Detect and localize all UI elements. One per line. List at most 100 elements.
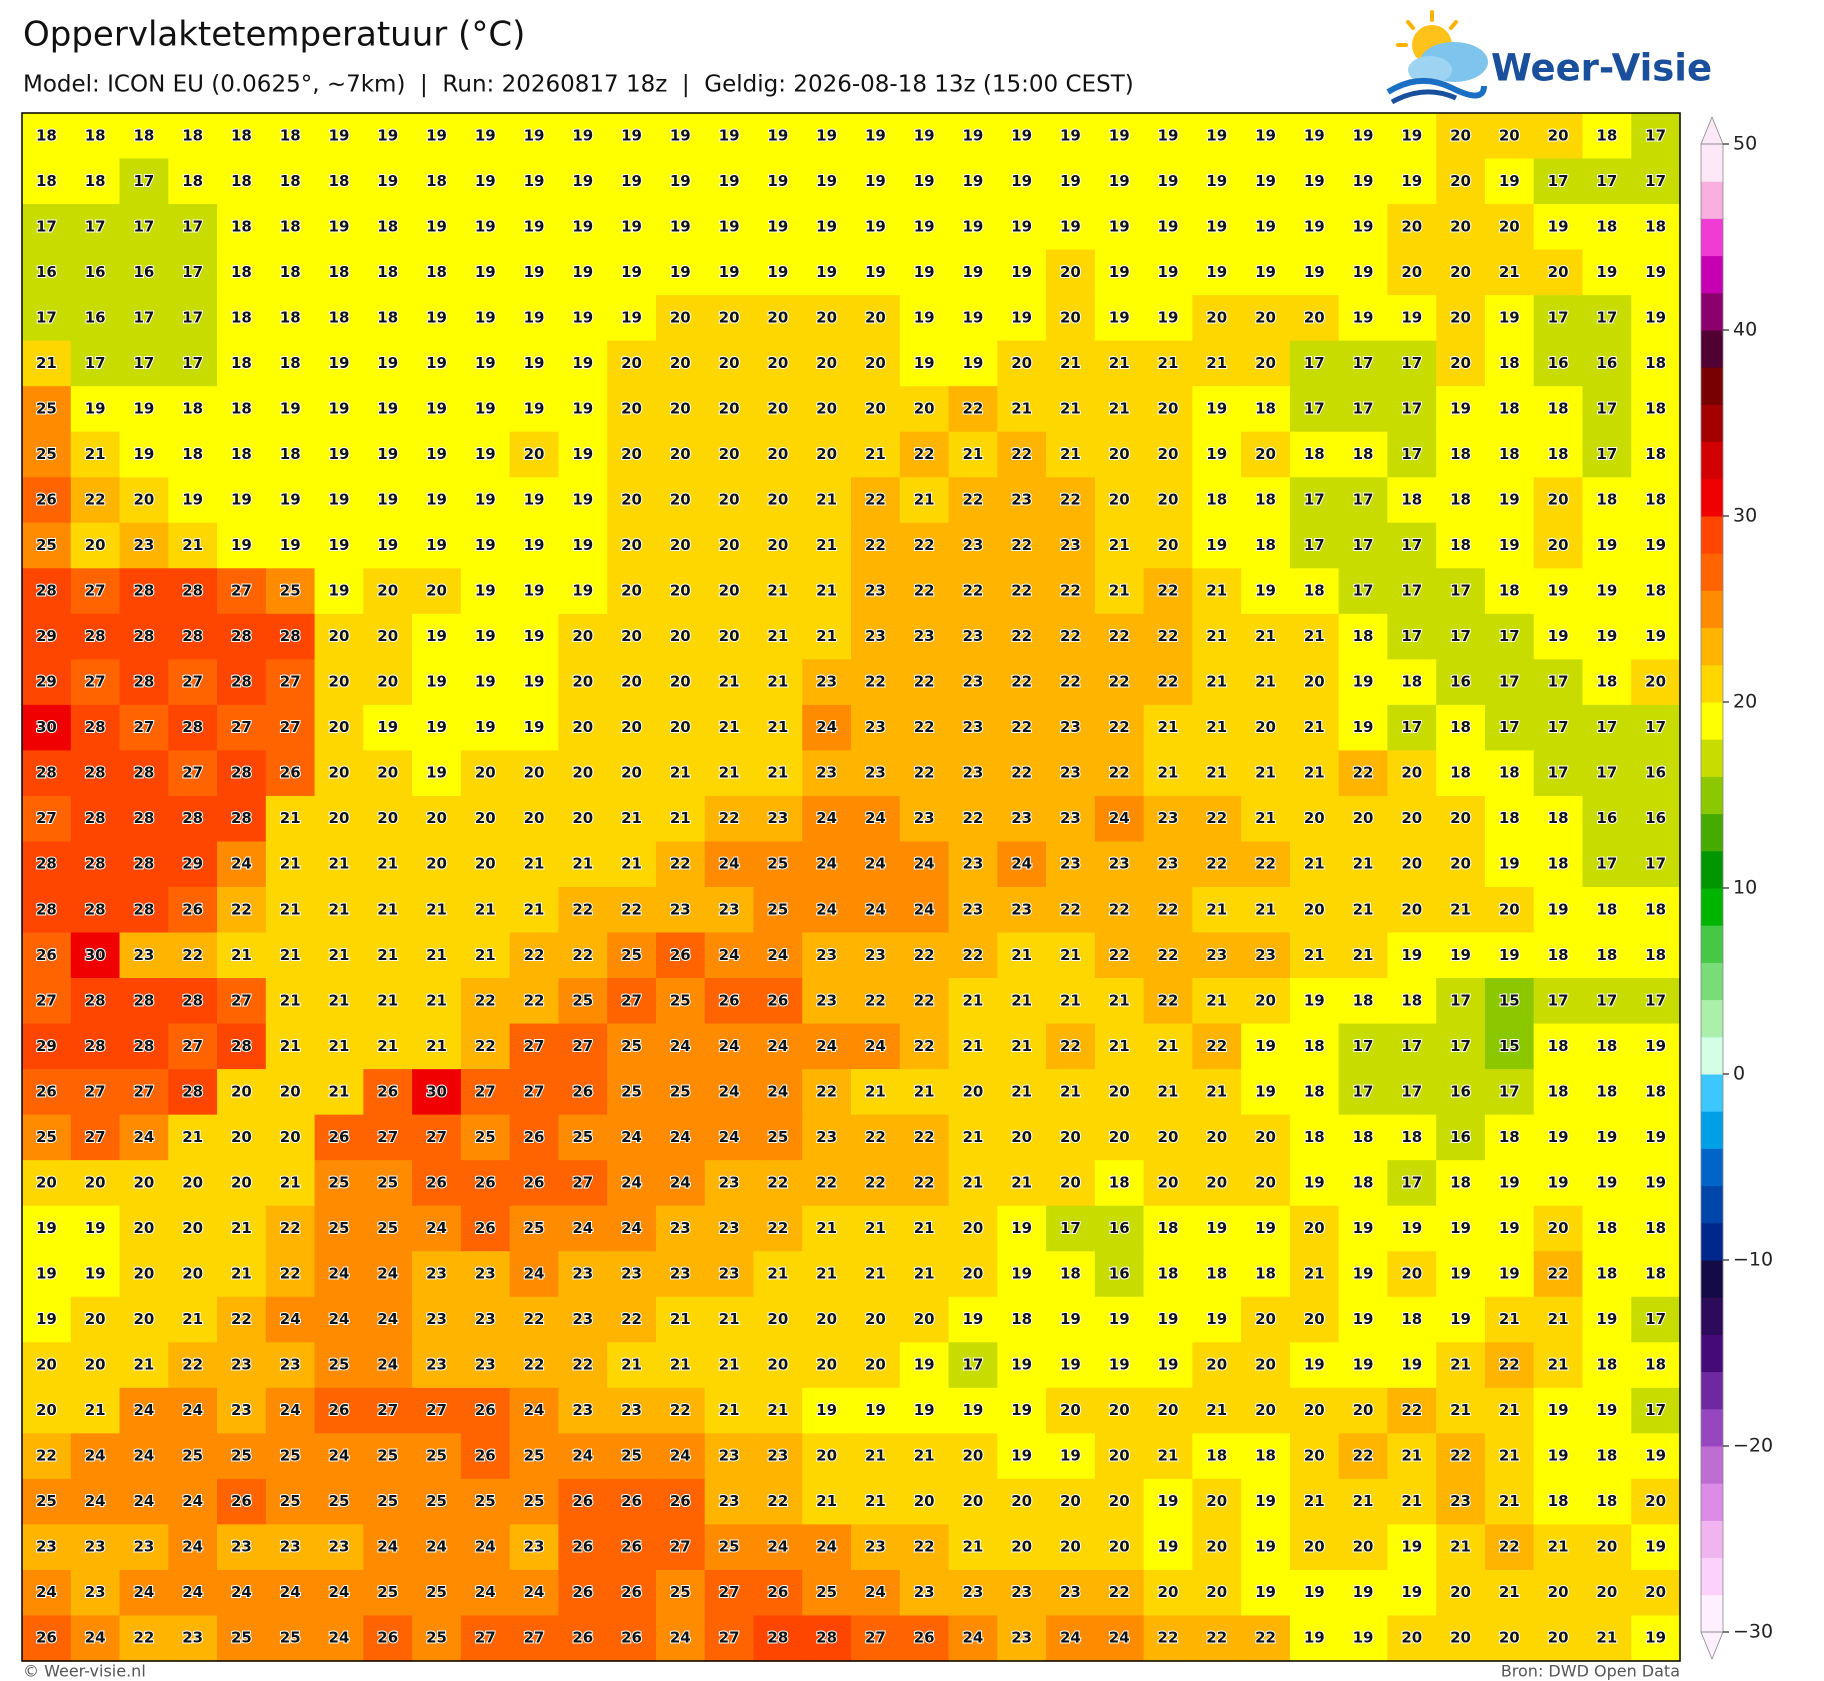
- temperature-cell: [607, 1205, 657, 1252]
- temperature-label: 21: [377, 946, 398, 964]
- temperature-label: 19: [1645, 1173, 1666, 1191]
- temperature-cell: [1631, 1114, 1681, 1161]
- temperature-cell: [1533, 1478, 1584, 1526]
- colorbar-segment: [1701, 1222, 1723, 1261]
- temperature-label: 19: [1158, 1492, 1179, 1510]
- temperature-cell: [314, 932, 364, 979]
- temperature-cell: [217, 887, 267, 934]
- temperature-cell: [1094, 386, 1145, 433]
- temperature-cell: [22, 295, 72, 342]
- temperature-label: 22: [914, 536, 935, 554]
- temperature-cell: [509, 1524, 560, 1571]
- temperature-cell: [1533, 295, 1584, 342]
- temperature-label: 21: [426, 946, 447, 964]
- temperature-cell: [1631, 1251, 1681, 1298]
- temperature-cell: [265, 1296, 316, 1343]
- temperature-label: 24: [816, 855, 837, 873]
- temperature-label: 20: [1450, 1629, 1471, 1647]
- temperature-label: 21: [1304, 946, 1325, 964]
- temperature-cell: [265, 887, 316, 934]
- temperature-label: 20: [719, 582, 740, 600]
- temperature-label: 19: [1645, 1447, 1666, 1465]
- temperature-label: 22: [1158, 991, 1179, 1009]
- temperature-cell: [363, 1342, 413, 1389]
- temperature-cell: [22, 386, 72, 433]
- temperature-cell: [802, 1114, 852, 1161]
- temperature-label: 25: [621, 1447, 642, 1465]
- temperature-cell: [1143, 613, 1193, 660]
- temperature-label: 19: [524, 172, 545, 190]
- temperature-cell: [899, 340, 950, 387]
- temperature-cell: [1289, 659, 1340, 706]
- temperature-label: 21: [1353, 946, 1374, 964]
- temperature-label: 18: [377, 217, 398, 235]
- temperature-label: 17: [85, 217, 106, 235]
- temperature-cell: [1046, 113, 1096, 160]
- temperature-cell: [412, 340, 462, 387]
- temperature-cell: [1143, 1342, 1193, 1389]
- temperature-label: 20: [524, 764, 545, 782]
- temperature-label: 28: [133, 627, 154, 645]
- temperature-cell: [363, 750, 413, 797]
- temperature-cell: [460, 113, 511, 160]
- temperature-cell: [899, 1023, 950, 1070]
- temperature-label: 22: [962, 582, 983, 600]
- temperature-cell: [704, 659, 755, 706]
- temperature-cell: [558, 431, 608, 478]
- temperature-label: 19: [426, 126, 447, 144]
- colorbar-segment: [1701, 441, 1723, 480]
- temperature-label: 19: [1499, 946, 1520, 964]
- temperature-cell: [948, 477, 998, 524]
- temperature-label: 24: [85, 1492, 106, 1510]
- temperature-cell: [509, 1342, 560, 1389]
- temperature-cell: [70, 1205, 121, 1252]
- temperature-cell: [899, 1205, 950, 1252]
- temperature-label: 20: [1548, 1583, 1569, 1601]
- temperature-label: 17: [1304, 491, 1325, 509]
- temperature-label: 17: [1596, 764, 1617, 782]
- temperature-label: 22: [767, 1492, 788, 1510]
- temperature-cell: [1241, 340, 1291, 387]
- temperature-cell: [460, 659, 511, 706]
- temperature-cell: [558, 1160, 608, 1207]
- temperature-cell: [655, 477, 706, 524]
- temperature-cell: [1533, 477, 1584, 524]
- temperature-cell: [70, 1160, 121, 1207]
- temperature-cell: [1631, 1615, 1681, 1662]
- temperature-cell: [314, 795, 364, 843]
- temperature-cell: [1387, 158, 1437, 205]
- temperature-label: 20: [1548, 263, 1569, 281]
- temperature-label: 21: [1206, 1401, 1227, 1419]
- temperature-label: 18: [1596, 1219, 1617, 1237]
- temperature-label: 22: [962, 809, 983, 827]
- temperature-label: 19: [1596, 1401, 1617, 1419]
- temperature-cell: [1338, 841, 1389, 888]
- temperature-cell: [1241, 1069, 1291, 1116]
- temperature-label: 22: [914, 445, 935, 463]
- temperature-cell: [168, 568, 218, 615]
- temperature-cell: [1436, 1069, 1486, 1116]
- temperature-label: 19: [1206, 172, 1227, 190]
- temperature-label: 18: [1353, 445, 1374, 463]
- temperature-label: 23: [231, 1356, 252, 1374]
- temperature-label: 19: [816, 263, 837, 281]
- temperature-cell: [1484, 158, 1535, 205]
- temperature-cell: [1436, 386, 1486, 433]
- temperature-label: 26: [377, 1629, 398, 1647]
- temperature-label: 19: [1158, 263, 1179, 281]
- temperature-cell: [1143, 704, 1193, 752]
- temperature-cell: [704, 1114, 755, 1161]
- temperature-cell: [704, 795, 755, 843]
- temperature-label: 22: [1353, 1447, 1374, 1465]
- temperature-label: 18: [1548, 445, 1569, 463]
- temperature-cell: [558, 113, 608, 160]
- temperature-cell: [1582, 113, 1632, 160]
- temperature-label: 18: [1353, 1128, 1374, 1146]
- temperature-cell: [1533, 795, 1584, 843]
- temperature-cell: [22, 1433, 72, 1480]
- temperature-cell: [851, 1387, 901, 1434]
- temperature-cell: [753, 1251, 803, 1298]
- temperature-label: 19: [1011, 1265, 1032, 1283]
- temperature-cell: [119, 978, 169, 1025]
- temperature-cell: [119, 522, 169, 569]
